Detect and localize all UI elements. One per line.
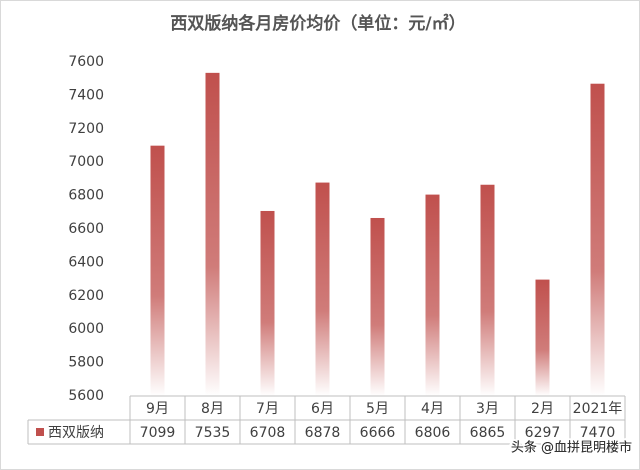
watermark: 头条 @血拼昆明楼市 bbox=[511, 440, 632, 456]
y-tick-label: 6600 bbox=[68, 221, 104, 237]
x-tick-label: 8月 bbox=[201, 401, 224, 417]
y-tick-label: 7600 bbox=[68, 54, 104, 70]
x-tick-label: 5月 bbox=[366, 401, 389, 417]
y-tick-label: 7200 bbox=[68, 121, 104, 137]
bar bbox=[205, 72, 220, 396]
bar bbox=[425, 194, 440, 396]
table-value: 7470 bbox=[580, 425, 616, 441]
x-tick-label: 7月 bbox=[256, 401, 279, 417]
table-value: 6297 bbox=[525, 425, 561, 441]
table-value: 7535 bbox=[195, 425, 231, 441]
x-tick-label: 3月 bbox=[476, 401, 499, 417]
legend-swatch bbox=[36, 428, 44, 436]
y-tick-label: 7000 bbox=[68, 154, 104, 170]
x-tick-label: 6月 bbox=[311, 401, 334, 417]
table-value: 6806 bbox=[415, 425, 451, 441]
table-value: 6865 bbox=[470, 425, 506, 441]
bar bbox=[590, 83, 605, 397]
y-tick-label: 5800 bbox=[68, 355, 104, 371]
table-value: 6708 bbox=[250, 425, 286, 441]
x-tick-label: 2月 bbox=[531, 401, 554, 417]
bar bbox=[370, 217, 385, 396]
x-tick-label: 4月 bbox=[421, 401, 444, 417]
y-tick-label: 5600 bbox=[68, 388, 104, 404]
chart-title: 西双版纳各月房价均价（单位：元/㎡） bbox=[170, 13, 465, 34]
table-value: 6878 bbox=[305, 425, 341, 441]
bar bbox=[535, 279, 550, 396]
legend-label: 西双版纳 bbox=[48, 425, 104, 441]
y-tick-label: 6400 bbox=[68, 254, 104, 270]
watermark: 头条 @血拼昆明楼市 bbox=[511, 440, 632, 456]
y-tick-label: 6800 bbox=[68, 188, 104, 204]
y-tick-label: 6200 bbox=[68, 288, 104, 304]
table-value: 7099 bbox=[140, 425, 176, 441]
bar bbox=[480, 184, 495, 396]
y-tick-label: 7400 bbox=[68, 87, 104, 103]
x-tick-label: 2021年 bbox=[573, 401, 623, 417]
bar bbox=[260, 210, 275, 396]
table-value: 6666 bbox=[360, 425, 396, 441]
x-tick-label: 9月 bbox=[146, 401, 169, 417]
bar bbox=[150, 145, 165, 396]
y-tick-label: 6000 bbox=[68, 321, 104, 337]
bar bbox=[315, 182, 330, 396]
